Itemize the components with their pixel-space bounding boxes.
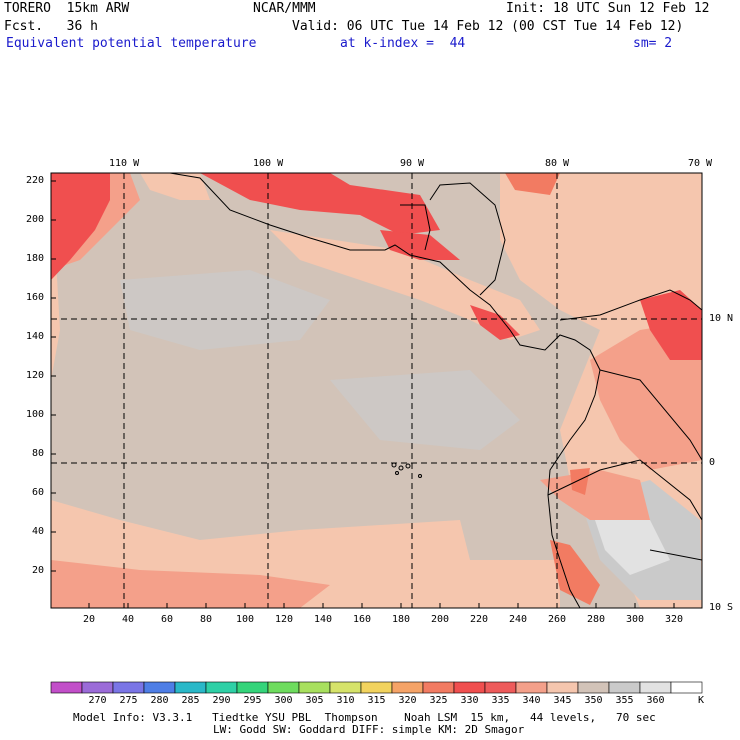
colorbar-level-label: 330 [460, 695, 479, 706]
y-tick-label: 220 [26, 175, 45, 186]
graticule [51, 173, 702, 608]
y-tick-label: 80 [32, 448, 45, 459]
y-tick-label: 100 [26, 409, 45, 420]
x-tick-label: 80 [200, 614, 213, 625]
lon-label-80w: 80 W [545, 158, 570, 169]
lon-label-110w: 110 W [109, 158, 140, 169]
colorbar-unit: K [698, 695, 705, 706]
y-tick-label: 200 [26, 214, 45, 225]
colorbar-level-label: 355 [615, 695, 634, 706]
level-index: at k-index = 44 [340, 36, 466, 51]
lat-label-10n: 10 N [709, 313, 734, 324]
y-tick-label: 180 [26, 253, 45, 264]
map-frame [50, 172, 703, 609]
bottom-ticks [88, 603, 675, 608]
colorbar-level-label: 335 [491, 695, 510, 706]
init-time: Init: 18 UTC Sun 12 Feb 12 [506, 1, 710, 16]
y-tick-label: 20 [32, 565, 45, 576]
colorbar-level-label: 320 [398, 695, 417, 706]
colorbar-level-label: 300 [274, 695, 293, 706]
organization: NCAR/MMM [253, 1, 316, 16]
lat-label-0: 0 [709, 457, 716, 468]
y-tick-label: 120 [26, 370, 45, 381]
x-tick-label: 200 [431, 614, 450, 625]
colorbar-level-label: 360 [646, 695, 665, 706]
smoothing: sm= 2 [633, 36, 673, 51]
forecast-hour: Fcst. 36 h [4, 19, 98, 34]
colorbar-level-label: 340 [522, 695, 541, 706]
x-tick-label: 240 [509, 614, 528, 625]
colorbar-level-label: 270 [88, 695, 107, 706]
x-tick-label: 180 [392, 614, 411, 625]
theta-e-field [51, 173, 702, 608]
x-tick-label: 300 [626, 614, 645, 625]
x-tick-label: 280 [587, 614, 606, 625]
colorbar-level-label: 315 [367, 695, 386, 706]
colorbar-level-label: 290 [212, 695, 231, 706]
y-tick-label: 60 [32, 487, 45, 498]
colorbar-level-label: 285 [181, 695, 200, 706]
x-tick-label: 20 [83, 614, 96, 625]
lon-label-90w: 90 W [400, 158, 425, 169]
y-tick-label: 40 [32, 526, 45, 537]
x-tick-label: 260 [548, 614, 567, 625]
x-tick-label: 320 [665, 614, 684, 625]
colorbar-level-label: 325 [429, 695, 448, 706]
left-ticks [51, 180, 56, 572]
lon-label-100w: 100 W [253, 158, 284, 169]
model-name: TORERO 15km ARW [4, 1, 130, 16]
x-tick-label: 220 [470, 614, 489, 625]
x-tick-label: 140 [314, 614, 333, 625]
valid-time: Valid: 06 UTC Tue 14 Feb 12 (00 CST Tue … [292, 19, 684, 34]
x-tick-label: 100 [236, 614, 255, 625]
x-tick-label: 40 [122, 614, 135, 625]
footer-model-info: Model Info: V3.3.1 Tiedtke YSU PBL Thomp… [73, 711, 656, 724]
colorbar-level-label: 275 [119, 695, 138, 706]
field-name: Equivalent potential temperature [6, 36, 257, 51]
x-tick-label: 120 [275, 614, 294, 625]
x-tick-label: 160 [353, 614, 372, 625]
colorbar-level-label: 305 [305, 695, 324, 706]
footer-physics: LW: Godd SW: Goddard DIFF: simple KM: 2D… [213, 723, 525, 736]
colorbar-level-label: 295 [243, 695, 262, 706]
colorbar-level-label: 345 [553, 695, 572, 706]
colorbar-level-label: 310 [336, 695, 355, 706]
lat-label-10s: 10 S [709, 602, 734, 613]
y-tick-label: 140 [26, 331, 45, 342]
x-tick-label: 60 [161, 614, 174, 625]
colorbar-level-label: 350 [584, 695, 603, 706]
y-tick-label: 160 [26, 292, 45, 303]
lon-label-70w: 70 W [688, 158, 713, 169]
colorbar-level-label: 280 [150, 695, 169, 706]
